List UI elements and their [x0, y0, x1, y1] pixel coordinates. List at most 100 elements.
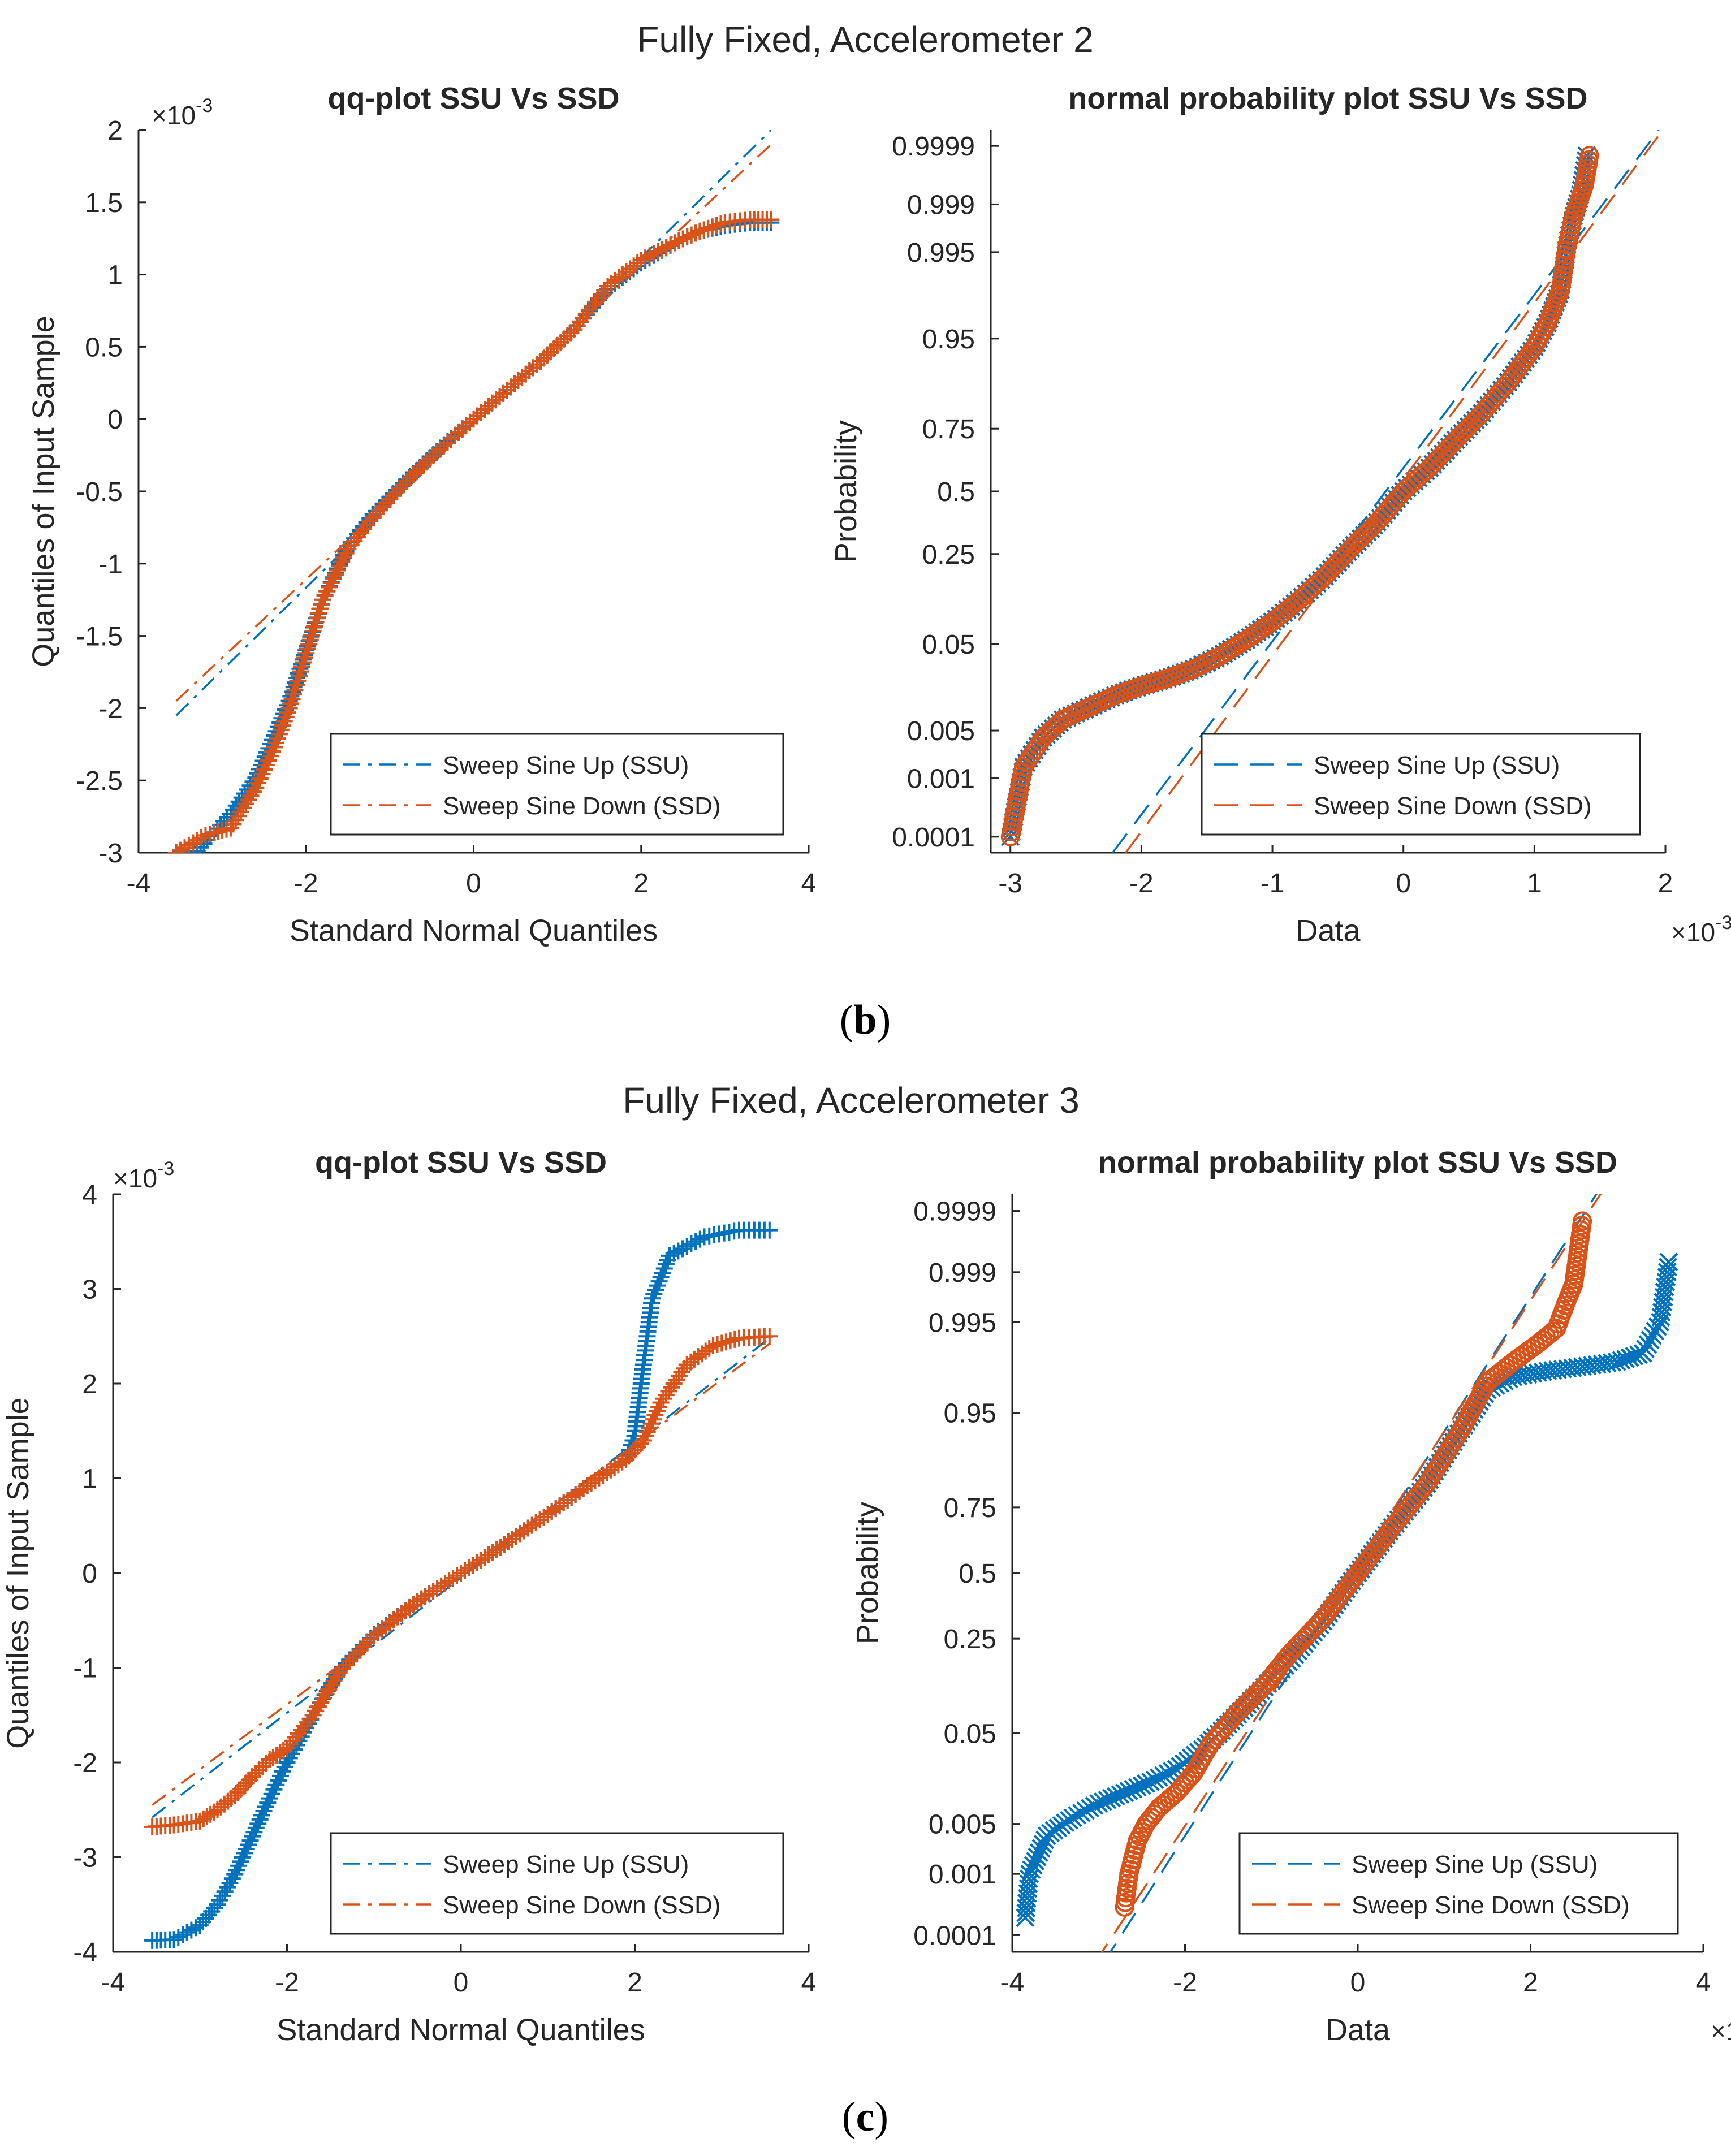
data-marker [277, 708, 295, 725]
data-marker [657, 1255, 675, 1273]
y-tick-label: 0.005 [929, 1810, 996, 1840]
data-marker [1433, 444, 1453, 464]
panel-c-caption-letter: c [856, 2094, 875, 2140]
data-marker [703, 218, 721, 236]
data-marker [265, 738, 283, 756]
data-marker [307, 613, 325, 631]
data-marker [1456, 420, 1475, 440]
data-marker [320, 578, 338, 596]
axis-exponent-label: ×10-3 [113, 1158, 174, 1193]
data-marker [264, 743, 281, 761]
data-marker [338, 1656, 355, 1674]
data-marker [278, 1754, 296, 1771]
y-tick-label: 4 [82, 1180, 97, 1210]
y-tick-label: -0.5 [76, 477, 123, 507]
x-tick-label: 0 [454, 1968, 469, 1998]
legend-label: Sweep Sine Down (SSD) [1352, 1891, 1630, 1919]
data-marker [255, 1802, 273, 1820]
data-marker [183, 1921, 200, 1939]
x-tick-label: 2 [633, 869, 649, 898]
data-marker [355, 1638, 372, 1656]
y-tick-label: -1 [73, 1654, 97, 1684]
data-marker [307, 1702, 325, 1719]
data-marker [761, 1328, 778, 1345]
data-marker [1224, 1707, 1244, 1727]
data-marker [263, 1785, 280, 1803]
data-marker [275, 712, 293, 730]
exponent-base: ×10 [113, 1164, 157, 1193]
series-sweep-sine-down-ssd [144, 1328, 778, 1835]
data-marker [1068, 1805, 1086, 1825]
data-marker [358, 1634, 375, 1652]
legend-box [330, 733, 784, 836]
y-tick-label: 0.05 [922, 630, 975, 660]
data-marker [637, 1428, 654, 1445]
data-marker [238, 1840, 255, 1857]
y-tick-label: 0.75 [944, 1493, 996, 1523]
panel-b-title: Fully Fixed, Accelerometer 2 [637, 19, 1093, 60]
data-marker [1579, 146, 1599, 166]
reference-line [175, 130, 772, 716]
y-tick-label: 0 [82, 1559, 97, 1589]
data-marker [1462, 413, 1482, 433]
data-marker [214, 1887, 231, 1904]
data-marker [301, 631, 319, 649]
data-marker [325, 1672, 343, 1690]
data-marker [236, 1844, 253, 1862]
data-marker [708, 217, 726, 234]
data-marker [178, 1924, 196, 1941]
data-marker [251, 770, 269, 788]
data-marker [344, 1649, 362, 1666]
data-marker [279, 704, 296, 721]
y-tick-label: -2 [98, 694, 123, 724]
data-marker [316, 587, 334, 604]
chart-title: qq-plot SSU Vs SSD [327, 81, 619, 115]
legend-box [1238, 1832, 1679, 1935]
data-marker [1351, 529, 1371, 548]
data-marker [645, 1285, 663, 1303]
x-tick-label: -4 [127, 869, 151, 898]
y-tick-label: 0.5 [959, 1559, 996, 1589]
y-tick-label: -1 [98, 550, 123, 580]
y-axis-label: Quantiles of Input Sample [1, 1397, 35, 1748]
data-marker [647, 1281, 664, 1299]
data-marker [1659, 1252, 1678, 1272]
data-marker [205, 824, 223, 842]
data-marker [1240, 1691, 1260, 1710]
y-tick-label: 0.001 [929, 1860, 996, 1890]
x-tick-label: -2 [275, 1968, 299, 1998]
panel-b-caption-open: ( [840, 997, 854, 1043]
data-marker [644, 1290, 661, 1307]
data-marker [1423, 455, 1443, 474]
y-tick-label: 0.001 [907, 764, 975, 794]
y-tick-label: 0.25 [922, 540, 975, 570]
chart-title: normal probability plot SSU Vs SSD [1068, 81, 1587, 115]
data-marker [260, 752, 277, 770]
axis-exponent-label: ×10-3 [152, 95, 213, 130]
panel-c-caption-close: ) [874, 2094, 888, 2140]
data-marker [341, 1653, 359, 1670]
data-marker [274, 717, 291, 734]
data-marker [297, 645, 315, 662]
data-marker [193, 829, 210, 846]
data-marker [1318, 563, 1338, 583]
data-marker [641, 247, 658, 265]
data-marker [335, 549, 352, 567]
data-marker [271, 1767, 289, 1785]
legend-label: Sweep Sine Down (SSD) [443, 792, 721, 820]
data-marker [645, 245, 662, 262]
data-marker [256, 761, 273, 779]
data-marker [221, 1874, 239, 1891]
data-marker [1315, 567, 1335, 586]
data-marker [253, 1807, 271, 1824]
data-marker [653, 240, 671, 258]
data-marker [253, 766, 271, 783]
x-tick-label: 2 [1523, 1968, 1538, 1998]
data-marker [655, 1260, 673, 1277]
y-tick-label: 0.75 [922, 414, 975, 444]
data-marker [322, 574, 340, 591]
data-marker [272, 721, 290, 738]
data-marker [1072, 1803, 1091, 1822]
data-marker [1338, 542, 1358, 561]
x-tick-label: -4 [101, 1968, 126, 1998]
